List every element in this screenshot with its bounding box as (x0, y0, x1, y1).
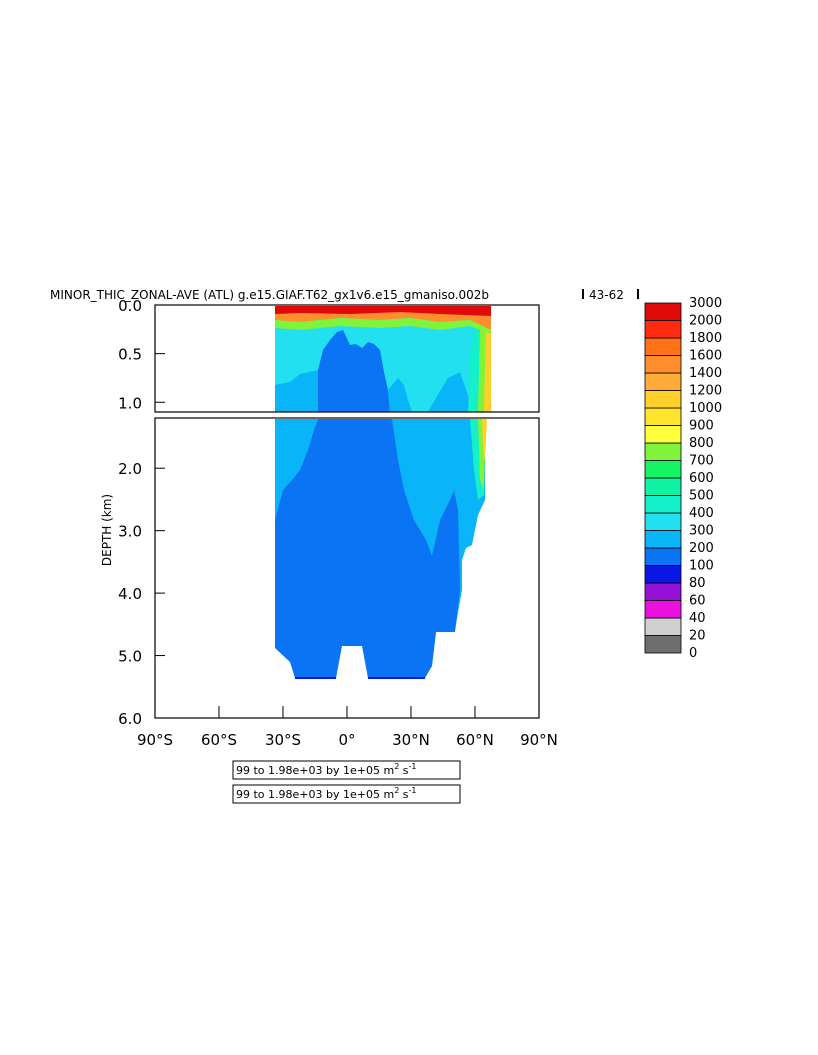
colorbar-swatch (644, 390, 682, 409)
colorbar-swatch (644, 442, 682, 461)
colorbar-label: 800 (689, 436, 714, 451)
colorbar-label: 600 (689, 471, 714, 486)
colorbar-swatch (644, 565, 682, 584)
colorbar-swatch (644, 495, 682, 514)
title-bar-left (582, 289, 584, 299)
colorbar-swatch (644, 302, 682, 321)
upper-y-ticks: 0.0 0.5 1.0 (118, 297, 165, 412)
colorbar-swatch (644, 617, 682, 636)
upper-field (275, 306, 491, 412)
x-tick-label: 30°S (265, 731, 301, 749)
colorbar-swatch (644, 600, 682, 619)
colorbar-label: 1400 (689, 366, 722, 381)
x-tick-label: 30°N (392, 731, 430, 749)
colorbar-swatch (644, 530, 682, 549)
colorbar-label: 20 (689, 629, 706, 644)
lower-bottom-line-a (295, 677, 336, 679)
colorbar-swatch (644, 582, 682, 601)
lower-bottom-line-b (368, 677, 425, 679)
x-tick-label: 0° (338, 731, 355, 749)
colorbar-label: 0 (689, 646, 697, 661)
colorbar-swatch (644, 460, 682, 479)
upper-north-warm (484, 320, 491, 412)
y-tick-label: 5.0 (118, 648, 142, 666)
upper-deep-core (318, 330, 390, 412)
y-tick-label: 1.0 (118, 394, 142, 412)
x-tick-label: 90°N (520, 731, 558, 749)
colorbar-label: 60 (689, 594, 706, 609)
colorbar-label: 2000 (689, 314, 722, 329)
lower-field (275, 419, 487, 679)
colorbar-swatch (644, 337, 682, 356)
y-tick-label: 0.0 (118, 297, 142, 315)
colorbar-swatch (644, 372, 682, 391)
colorbar-label: 1000 (689, 401, 722, 416)
x-tick-label: 60°N (456, 731, 494, 749)
colorbar-swatch (644, 477, 682, 496)
upper-surface-green (275, 318, 491, 334)
colorbar-label: 80 (689, 576, 706, 591)
y-tick-label: 4.0 (118, 585, 142, 603)
colorbar-swatch (644, 425, 682, 444)
upper-north-edge (478, 322, 488, 412)
info-box-2-text: 99 to 1.98e+03 by 1e+05 m2 s-1 (236, 783, 417, 801)
upper-panel: 0.0 0.5 1.0 (118, 297, 540, 413)
info-box-2-frame (232, 784, 461, 804)
colorbar-label: 200 (689, 541, 714, 556)
lower-deep-water (275, 419, 460, 678)
colorbar: 0 20 40 60 80 100 200 300 400 500 600 700 800 900 1000… (644, 296, 722, 661)
colorbar-swatch (644, 407, 682, 426)
colorbar-label: 1600 (689, 349, 722, 364)
y-tick-label: 6.0 (118, 710, 142, 728)
colorbar-label: 400 (689, 506, 714, 521)
info-box-1-frame (232, 760, 461, 780)
x-tick-label: 60°S (201, 731, 237, 749)
upper-surface-red (275, 306, 491, 316)
title-bar-right (637, 289, 639, 299)
colorbar-swatch (644, 512, 682, 531)
colorbar-label: 1800 (689, 331, 722, 346)
upper-panel-frame (154, 304, 540, 413)
colorbar-label: 100 (689, 559, 714, 574)
x-tick-label: 90°S (137, 731, 173, 749)
info-box-1-text: 99 to 1.98e+03 by 1e+05 m2 s-1 (236, 759, 417, 777)
colorbar-label: 300 (689, 524, 714, 539)
colorbar-swatch (644, 355, 682, 374)
y-axis-label: DEPTH (km) (100, 494, 114, 566)
upper-intermediate (275, 370, 472, 412)
lower-north-warm (482, 419, 487, 460)
y-tick-label: 2.0 (118, 460, 142, 478)
info-box-2: 99 to 1.98e+03 by 1e+05 m2 s-1 (232, 783, 461, 804)
colorbar-label: 900 (689, 419, 714, 434)
colorbar-label: 700 (689, 454, 714, 469)
y-tick-label: 3.0 (118, 523, 142, 541)
colorbar-label: 1200 (689, 384, 722, 399)
x-ticks: 90°S 60°S 30°S 0° 30°N 60°N 90°N (137, 706, 558, 749)
y-tick-label: 0.5 (118, 346, 142, 364)
colorbar-label: 40 (689, 611, 706, 626)
chart-title-suffix: 43-62 (589, 288, 624, 302)
lower-y-ticks: 2.0 3.0 4.0 5.0 6.0 (118, 460, 165, 728)
chart-title: MINOR_THIC_ZONAL-AVE (ATL) g.e15.GIAF.T6… (50, 288, 489, 302)
colorbar-swatch (644, 320, 682, 339)
colorbar-swatch (644, 635, 682, 654)
colorbar-swatch (644, 547, 682, 566)
colorbar-label: 3000 (689, 296, 722, 311)
info-box-1: 99 to 1.98e+03 by 1e+05 m2 s-1 (232, 759, 461, 780)
lower-panel: 2.03.04.05.06.0 90°S 60°S 30°S 0° 30°N 60°N 90… (118, 417, 558, 749)
colorbar-label: 500 (689, 489, 714, 504)
